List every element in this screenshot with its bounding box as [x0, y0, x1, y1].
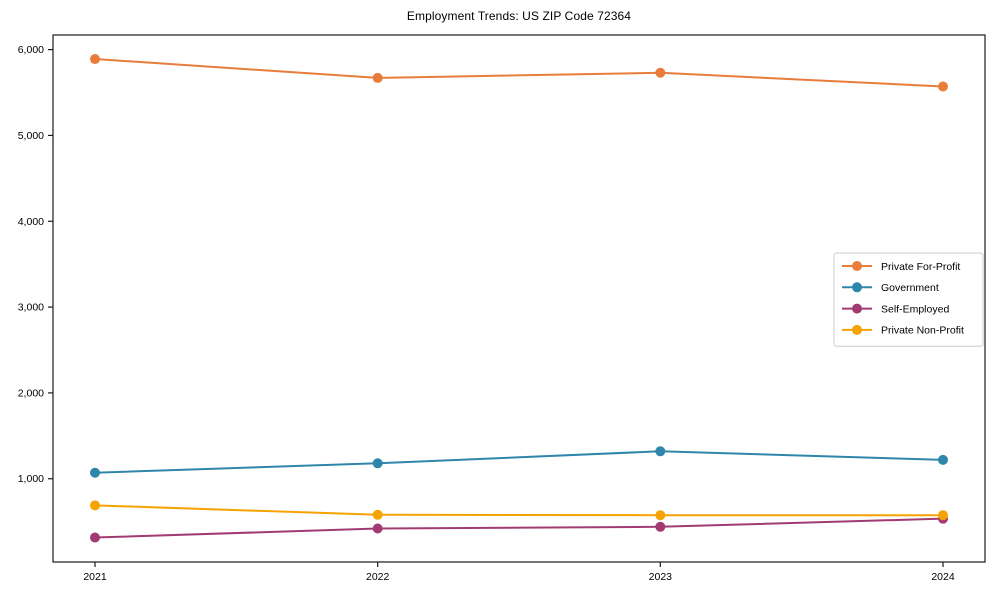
legend-label: Self-Employed	[881, 303, 949, 315]
data-point	[938, 510, 948, 521]
data-point	[372, 509, 383, 520]
data-point	[655, 510, 666, 521]
series-line	[94, 504, 944, 517]
legend-box	[833, 252, 984, 347]
data-point	[90, 467, 100, 478]
data-point	[655, 67, 666, 78]
legend-label: Private Non-Profit	[881, 325, 964, 337]
data-point	[655, 521, 666, 532]
y-tick-label: 3,000	[18, 302, 44, 314]
x-tick-label: 2021	[83, 571, 107, 583]
data-point	[90, 532, 100, 543]
data-point	[938, 81, 948, 92]
y-tick-label: 6,000	[18, 44, 44, 56]
legend-marker	[852, 282, 862, 293]
y-tick-label: 1,000	[18, 473, 44, 485]
series-line	[94, 58, 944, 88]
legend-marker	[852, 324, 862, 335]
data-point	[90, 54, 100, 65]
y-tick-label: 5,000	[18, 130, 44, 142]
legend-label: Government	[881, 282, 939, 294]
legend-marker	[852, 303, 862, 314]
data-point	[372, 458, 383, 469]
data-point	[372, 72, 383, 83]
data-point	[938, 454, 948, 465]
x-tick-label: 2023	[649, 571, 673, 583]
data-point	[90, 500, 100, 511]
legend-marker	[852, 261, 862, 271]
y-tick-label: 2,000	[18, 387, 44, 399]
data-point	[372, 523, 383, 534]
y-tick-label: 4,000	[18, 216, 44, 228]
series-line	[94, 450, 944, 474]
series-line	[94, 517, 944, 539]
chart-title: Employment Trends: US ZIP Code 72364	[406, 9, 632, 23]
legend-label: Private For-Profit	[881, 261, 960, 273]
plot-border	[52, 34, 986, 563]
x-tick-label: 2024	[931, 571, 955, 583]
x-tick-label: 2022	[366, 571, 390, 583]
data-point	[655, 446, 666, 457]
